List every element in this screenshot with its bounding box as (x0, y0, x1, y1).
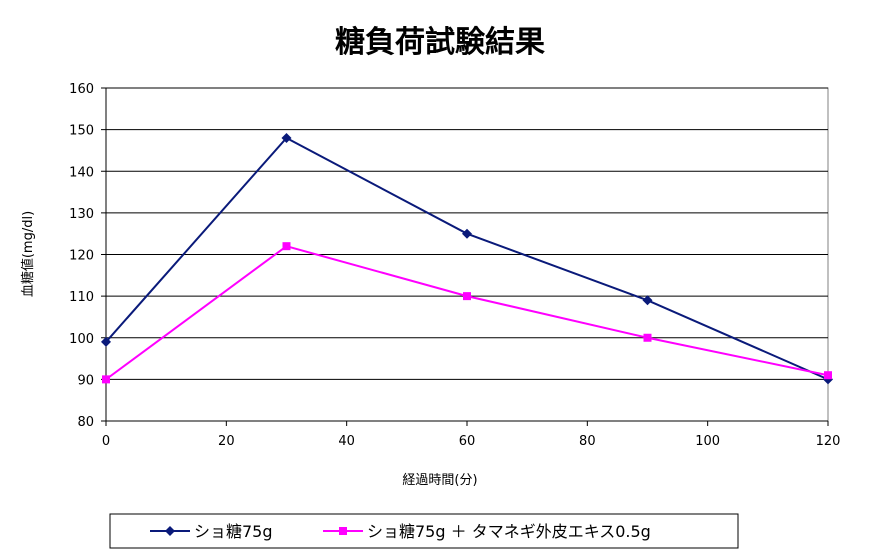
legend-marker-series-2 (339, 527, 347, 535)
x-tick-label-0: 0 (102, 434, 110, 449)
x-tick-label-1: 20 (218, 434, 235, 449)
y-tick-label-7: 150 (69, 124, 94, 139)
x-tick-label-4: 80 (579, 434, 596, 449)
legend-label-series-2: ショ糖75g ＋ タマネギ外皮エキス0.5g (367, 522, 651, 541)
y-tick-label-2: 100 (69, 332, 94, 347)
y-axis-title: 血糖値(mg/dl) (20, 211, 36, 297)
legend-box (109, 513, 739, 549)
series-2-point-0 (102, 375, 110, 384)
legend-label-series-1: ショ糖75g (194, 522, 273, 541)
series-1-point-2 (462, 228, 472, 239)
x-tick-label-5: 100 (695, 434, 720, 449)
y-tick-label-3: 110 (69, 290, 94, 305)
legend-marker-series-1 (165, 526, 175, 536)
x-tick-label-2: 40 (338, 434, 355, 449)
y-tick-label-6: 140 (69, 165, 94, 180)
x-tick-label-6: 120 (816, 434, 841, 449)
x-tick-label-3: 60 (459, 434, 476, 449)
y-tick-label-4: 120 (69, 249, 94, 264)
grid-lines (106, 87, 828, 380)
series-1-point-3 (642, 295, 653, 306)
y-axis-ticks: 80 90 100 110 120 130 140 150 160 (69, 82, 106, 430)
series-layer (101, 132, 833, 385)
legend: ショ糖75g ショ糖75g ＋ タマネギ外皮エキス0.5g (109, 513, 739, 549)
series-2-point-4 (824, 371, 832, 380)
chart-title: 糖負荷試験結果 (335, 25, 545, 60)
y-tick-label-5: 130 (69, 207, 94, 222)
y-tick-label-1: 90 (77, 373, 94, 388)
series-1-point-1 (281, 132, 292, 143)
y-tick-label-0: 80 (77, 415, 94, 430)
y-tick-label-8: 160 (69, 82, 94, 97)
x-axis-ticks: 0 20 40 60 80 100 120 (102, 421, 841, 449)
x-axis-title: 経過時間(分) (402, 473, 477, 488)
series-2-point-1 (282, 242, 291, 251)
series-1-point-0 (101, 336, 111, 347)
series-2-point-3 (643, 333, 652, 342)
series-2-point-2 (463, 292, 471, 301)
